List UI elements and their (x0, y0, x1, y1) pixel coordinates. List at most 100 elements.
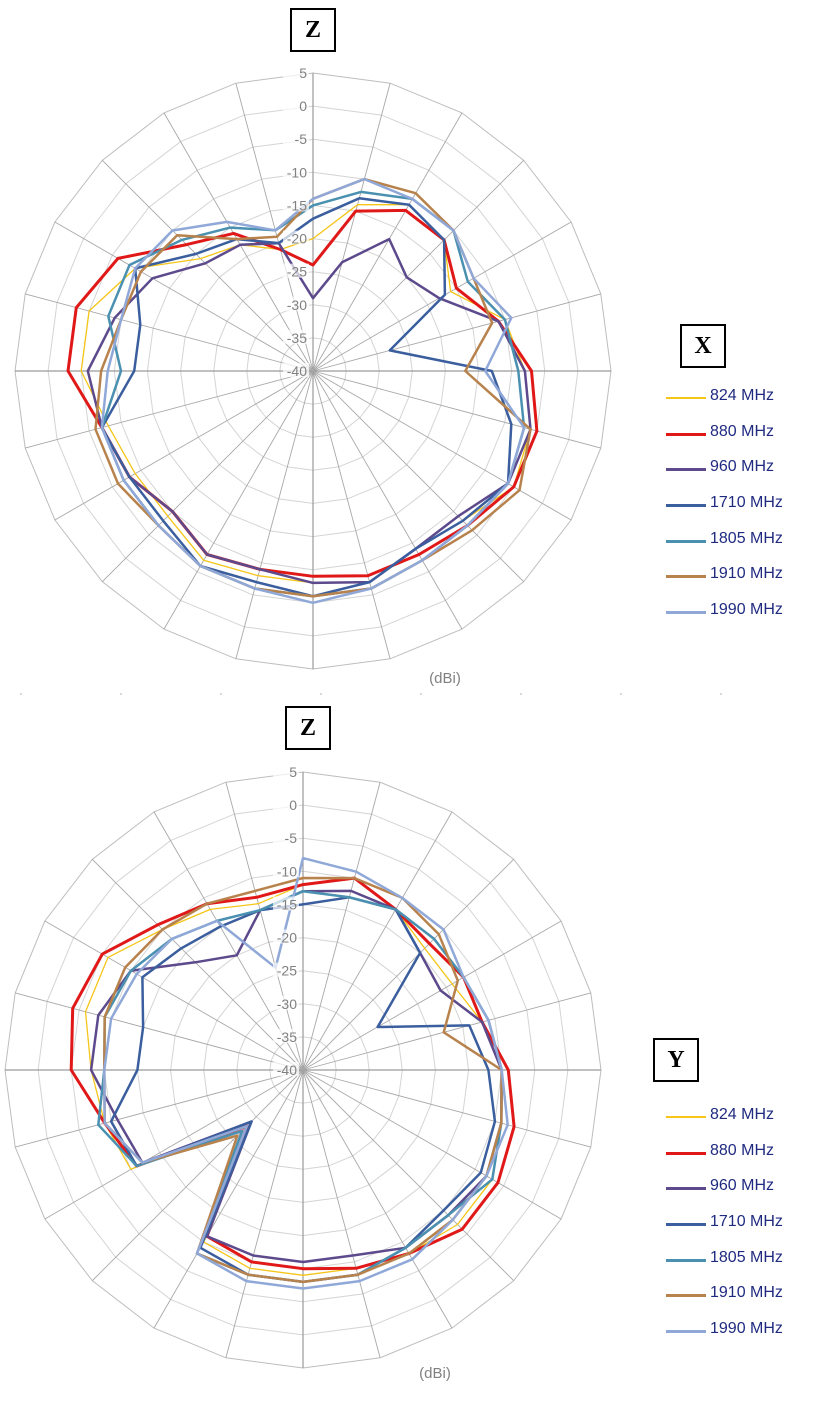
top-axis-label: Z (290, 8, 336, 52)
tick-label-bg (283, 164, 309, 179)
legend-swatch (666, 397, 706, 399)
tick-label-bg (273, 863, 299, 878)
legend-label: 1910 MHz (710, 565, 783, 583)
grid-spoke (302, 1069, 453, 1329)
grid-spoke (225, 1069, 304, 1358)
legend-swatch (666, 1187, 706, 1191)
legend-label: 1710 MHz (710, 494, 783, 512)
grid-spoke (302, 1069, 515, 1282)
grid-spoke (153, 811, 304, 1071)
radial-tick-label: -30 (287, 297, 307, 313)
legend-swatch (666, 1116, 706, 1118)
series-group (69, 856, 516, 1290)
grid-spoke (302, 811, 453, 1071)
grid-spoke (312, 112, 463, 372)
unit-label: (dBi) (419, 1365, 451, 1382)
grid-spoke (312, 370, 525, 583)
grid-spoke (163, 370, 314, 630)
radial-tick-label: -10 (287, 164, 307, 180)
series-line-1990-mhz (103, 856, 509, 1290)
legend-label: 824 MHz (710, 387, 775, 404)
radial-tick-label: -15 (287, 197, 307, 213)
tick-label-bg (283, 329, 309, 344)
series-line-824-mhz (84, 877, 503, 1276)
tick-label-bg (273, 962, 299, 977)
legend-label: 1805 MHz (710, 529, 783, 547)
legend-item: 960 MHz (666, 455, 816, 491)
radial-tick-labels: 5 0 -5 -10 -15 -20 -25 -30 -35 -40 (273, 764, 299, 1078)
side-axis-label: Y (653, 1038, 699, 1082)
radial-tick-label: -20 (277, 930, 297, 946)
series-line-960-mhz (86, 237, 532, 585)
legend-item: 1805 MHz (666, 1246, 816, 1282)
legend-label: 824 MHz (710, 1106, 775, 1123)
tick-label-bg (273, 764, 299, 778)
radial-tick-label: -30 (277, 996, 297, 1012)
grid-spoke (312, 159, 525, 372)
radial-tick-label: 5 (299, 65, 307, 81)
polar-grid (14, 72, 612, 670)
grid-spoke (225, 782, 304, 1071)
legend-swatch (666, 611, 706, 615)
side-axis-label: X (680, 324, 726, 368)
grid-spoke (44, 920, 304, 1071)
radial-tick-label: -40 (277, 1062, 297, 1078)
radial-tick-label: 0 (299, 98, 307, 114)
radial-tick-label: -15 (277, 896, 297, 912)
radial-tick-labels: 5 0 -5 -10 -15 -20 -25 -30 -35 -40 (283, 65, 309, 379)
tick-label-bg (273, 830, 299, 845)
legend-label: 880 MHz (710, 422, 775, 440)
tick-label-bg (283, 197, 309, 212)
radial-tick-label: -25 (277, 963, 297, 979)
series-line-1910-mhz (103, 876, 503, 1284)
separator-dot (520, 693, 522, 695)
radial-tick-label: -40 (287, 363, 307, 379)
tick-label-bg (273, 1028, 299, 1043)
grid-spoke (235, 83, 314, 372)
tick-label-bg (273, 797, 299, 812)
grid-spoke (91, 1069, 304, 1282)
series-line-880-mhz (66, 208, 539, 578)
legend-swatch (666, 468, 706, 472)
tick-label-bg (283, 65, 309, 79)
tick-label-bg (283, 230, 309, 245)
radial-tick-label: 0 (289, 797, 297, 813)
tick-label-bg (273, 896, 299, 911)
legend-swatch (666, 1294, 706, 1298)
grid-spoke (302, 1069, 591, 1148)
radial-tick-label: -5 (285, 830, 298, 846)
series-group (66, 177, 539, 605)
grid-spoke (54, 370, 314, 521)
legend-label: 960 MHz (710, 458, 775, 476)
grid-spoke (15, 992, 304, 1071)
tick-label-bg (283, 98, 309, 113)
unit-label: (dBi) (429, 670, 461, 687)
separator-dot (620, 693, 622, 695)
legend-label: 880 MHz (710, 1141, 775, 1159)
legend-item: 1805 MHz (666, 527, 816, 563)
polar-chart-1: 5 0 -5 -10 -15 -20 -25 -30 -35 -40 (dBi) (14, 65, 612, 687)
legend-label: 1990 MHz (710, 601, 783, 619)
grid-spoke (302, 992, 591, 1071)
tick-label-bg (283, 296, 309, 311)
polar-grid (4, 771, 602, 1369)
separator-dot (320, 693, 322, 695)
polar-chart-2: 5 0 -5 -10 -15 -20 -25 -30 -35 -40 (dBi) (4, 764, 602, 1382)
radial-tick-label: -5 (295, 131, 308, 147)
grid-spoke (312, 293, 601, 372)
legend-item: 1710 MHz (666, 1210, 816, 1246)
grid-spoke (153, 1069, 304, 1329)
grid-spoke (163, 112, 314, 372)
grid-spoke (235, 370, 314, 659)
legend-swatch (666, 1258, 706, 1262)
legend-item: 1990 MHz (666, 598, 816, 634)
grid-spoke (302, 1069, 562, 1220)
grid-spoke (312, 370, 601, 449)
legend-item: 880 MHz (666, 420, 816, 456)
grid-spoke (25, 370, 314, 449)
legend-swatch (666, 432, 706, 436)
separator-dot (220, 693, 222, 695)
legend-label: 1710 MHz (710, 1213, 783, 1231)
radial-tick-label: -35 (277, 1029, 297, 1045)
grid-spoke (302, 1069, 381, 1358)
